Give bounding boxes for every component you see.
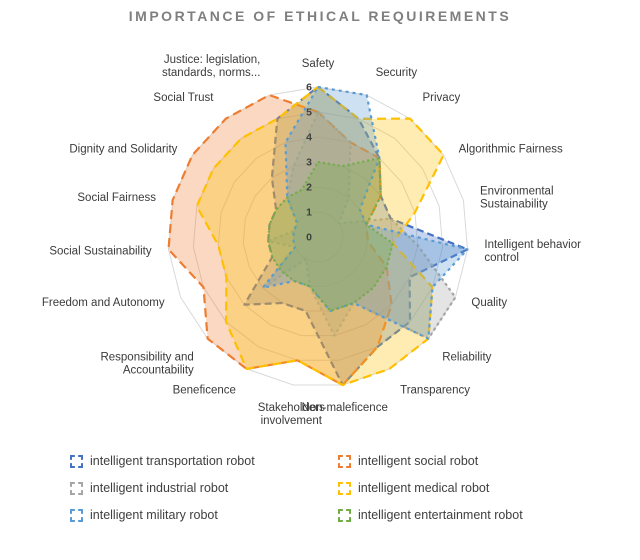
entertainment-series-marker-icon: [338, 508, 351, 522]
svg-text:2: 2: [306, 182, 312, 194]
legend-item-social: intelligent social robot: [338, 454, 606, 468]
svg-text:1: 1: [306, 207, 312, 219]
legend-item-entertainment: intelligent entertainment robot: [338, 508, 606, 522]
svg-text:Security: Security: [376, 67, 418, 79]
svg-text:Transparency: Transparency: [400, 385, 470, 397]
legend-item-medical: intelligent medical robot: [338, 481, 606, 495]
chart-legend: intelligent transportation robot intelli…: [0, 454, 640, 522]
svg-text:Reliability: Reliability: [442, 352, 491, 364]
svg-text:Quality: Quality: [471, 297, 507, 309]
legend-label: intelligent entertainment robot: [358, 508, 523, 522]
svg-text:Non-maleficence: Non-maleficence: [302, 402, 388, 414]
legend-item-industrial: intelligent industrial robot: [70, 481, 338, 495]
radar-chart: 0 1 2 3 4 5 6 Safety Security Privacy Algorithmic …: [42, 54, 581, 427]
svg-text:Social Fairness: Social Fairness: [77, 192, 156, 204]
svg-text:0: 0: [306, 232, 312, 244]
svg-text:4: 4: [306, 132, 312, 144]
social-series-marker-icon: [338, 454, 351, 468]
medical-series-marker-icon: [338, 481, 351, 495]
legend-label: intelligent medical robot: [358, 481, 490, 495]
svg-text:Social Trust: Social Trust: [153, 92, 214, 104]
industrial-series-marker-icon: [70, 481, 83, 495]
svg-text:Dignity and Solidarity: Dignity and Solidarity: [69, 143, 177, 155]
military-series-marker-icon: [70, 508, 83, 522]
legend-item-transportation: intelligent transportation robot: [70, 454, 338, 468]
chart-title: IMPORTANCE OF ETHICAL REQUIREMENTS: [128, 8, 512, 24]
svg-text:Beneficence: Beneficence: [173, 385, 236, 397]
legend-item-military: intelligent military robot: [70, 508, 338, 522]
radar-chart-area: 0 1 2 3 4 5 6 Safety Security Privacy Algorithmic …: [0, 24, 640, 452]
svg-text:Freedom and Autonomy: Freedom and Autonomy: [42, 297, 165, 309]
svg-text:Algorithmic Fairness: Algorithmic Fairness: [459, 143, 563, 155]
svg-text:Safety: Safety: [302, 58, 335, 70]
svg-text:Justice: legislation,standards: Justice: legislation, standards, norms...: [162, 54, 260, 79]
svg-text:Privacy: Privacy: [423, 92, 461, 104]
svg-text:3: 3: [306, 157, 312, 169]
svg-text:6: 6: [306, 82, 312, 94]
legend-label: intelligent transportation robot: [90, 454, 255, 468]
svg-text:5: 5: [306, 107, 312, 119]
legend-label: intelligent industrial robot: [90, 481, 229, 495]
transportation-series-marker-icon: [70, 454, 83, 468]
svg-text:Social Sustainability: Social Sustainability: [49, 245, 152, 257]
legend-label: intelligent social robot: [358, 454, 479, 468]
legend-label: intelligent military robot: [90, 508, 218, 522]
